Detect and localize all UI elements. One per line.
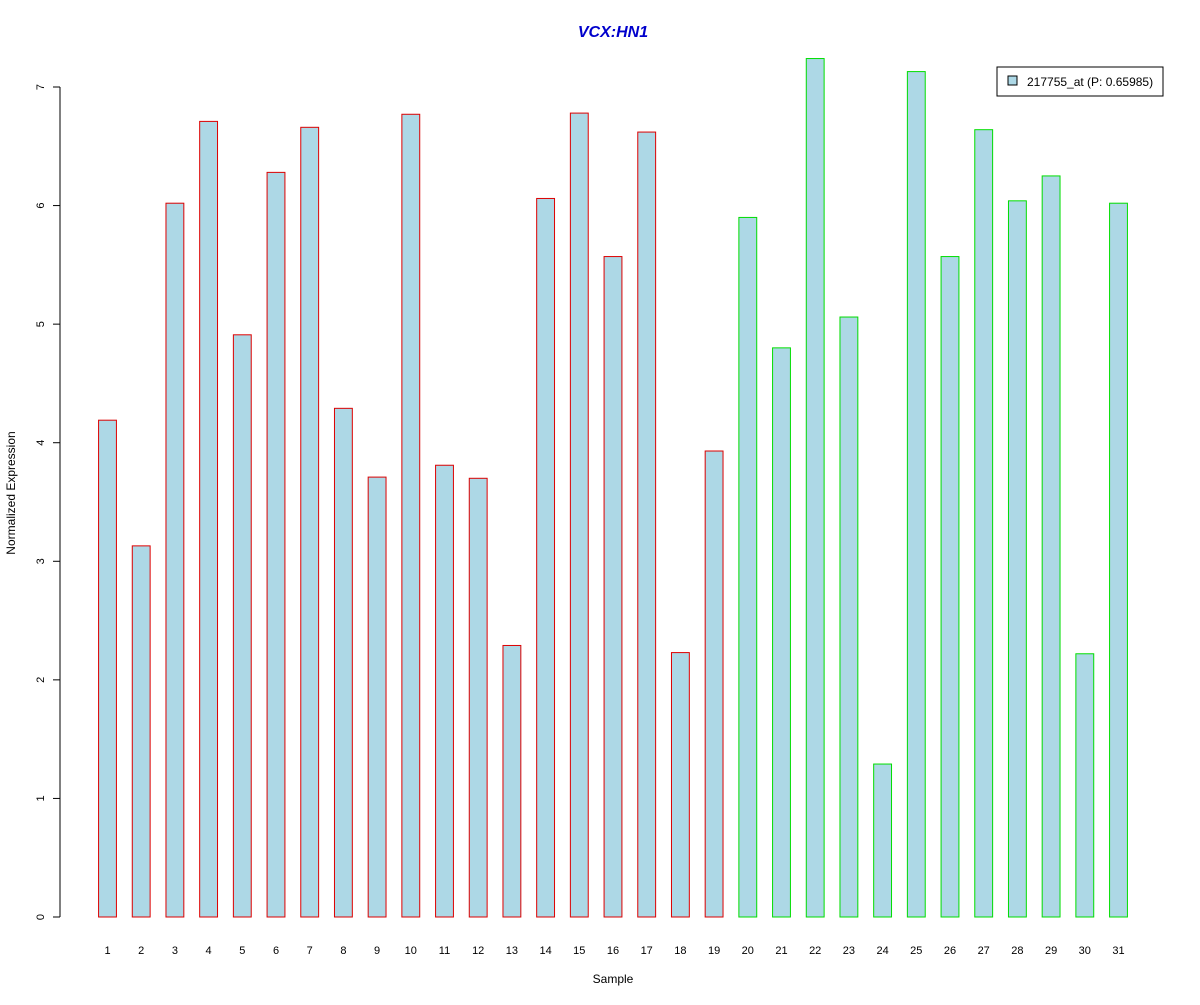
y-tick-label: 2 <box>35 677 47 683</box>
y-tick-label: 5 <box>35 321 47 327</box>
legend-box <box>996 66 1164 97</box>
bar-sample-30 <box>1075 653 1095 918</box>
x-tick-label: 11 <box>439 945 450 957</box>
bar-sample-13 <box>502 644 522 918</box>
bar-sample-1 <box>98 419 117 918</box>
x-tick-label: 8 <box>340 945 346 957</box>
x-tick-label: 13 <box>506 945 518 957</box>
legend-swatch <box>1007 75 1018 86</box>
x-tick-label: 5 <box>239 945 245 957</box>
bar-sample-6 <box>266 171 286 918</box>
bar-sample-15 <box>569 112 589 918</box>
x-tick-label: 9 <box>374 945 380 957</box>
y-tick-label: 0 <box>35 914 47 920</box>
bar-sample-4 <box>199 120 219 918</box>
y-tick-label: 7 <box>35 84 47 90</box>
x-tick-label: 17 <box>641 945 653 957</box>
bar-sample-11 <box>435 464 454 918</box>
bar-sample-18 <box>670 652 690 918</box>
x-tick-label: 3 <box>172 945 178 957</box>
bar-sample-21 <box>772 347 791 918</box>
x-tick-label: 2 <box>138 945 144 957</box>
bar-sample-20 <box>738 216 758 918</box>
x-tick-label: 22 <box>809 945 821 957</box>
bar-sample-12 <box>468 477 488 918</box>
y-tick-label: 3 <box>35 558 47 564</box>
bar-series <box>98 58 1128 918</box>
x-tick-label: 21 <box>775 945 787 957</box>
x-tick-label: 15 <box>573 945 585 957</box>
x-tick-label: 10 <box>405 945 417 957</box>
bar-sample-7 <box>300 126 320 918</box>
x-tick-label: 6 <box>273 945 279 957</box>
legend-label: 217755_at (P: 0.65985) <box>1027 75 1153 89</box>
x-tick-label: 18 <box>674 945 686 957</box>
bar-sample-24 <box>873 763 893 918</box>
y-axis: 0 1 2 3 4 5 6 7 <box>35 84 61 920</box>
x-tick-label: 30 <box>1079 945 1091 957</box>
x-tick-label: 31 <box>1112 945 1124 957</box>
bar-sample-27 <box>974 129 994 918</box>
x-tick-label: 7 <box>307 945 313 957</box>
bar-sample-29 <box>1041 175 1061 918</box>
bar-sample-5 <box>232 334 252 918</box>
x-tick-label: 23 <box>843 945 855 957</box>
bar-sample-17 <box>637 131 657 918</box>
bar-sample-16 <box>603 256 623 918</box>
legend: 217755_at (P: 0.65985) <box>996 66 1164 97</box>
x-tick-label: 27 <box>978 945 990 957</box>
x-tick-label: 25 <box>910 945 922 957</box>
y-tick-label: 4 <box>35 440 47 446</box>
x-tick-label: 24 <box>876 945 888 957</box>
y-axis-label: Normalized Expression <box>4 431 18 554</box>
bar-sample-25 <box>906 71 926 918</box>
bar-sample-10 <box>401 113 421 918</box>
chart-title: VCX:HN1 <box>578 24 648 41</box>
bar-sample-9 <box>367 476 387 918</box>
x-tick-label: 1 <box>104 945 110 957</box>
x-tick-label: 20 <box>742 945 754 957</box>
bar-sample-3 <box>165 202 185 918</box>
x-axis-label: Sample <box>593 972 634 986</box>
y-tick-label: 1 <box>35 795 47 801</box>
bar-sample-19 <box>704 450 724 918</box>
x-tick-label: 29 <box>1045 945 1057 957</box>
bar-sample-14 <box>536 197 556 918</box>
y-tick-label: 6 <box>35 203 47 209</box>
x-tick-labels: 1 2 3 4 5 6 7 8 9 10 11 12 13 14 15 16 17 18 19 20 21 22 23 24 2… <box>104 945 1124 957</box>
bar-sample-28 <box>1007 200 1027 918</box>
bar-sample-2 <box>131 545 151 918</box>
x-tick-label: 28 <box>1011 945 1023 957</box>
bar-sample-8 <box>333 407 353 918</box>
x-tick-label: 26 <box>944 945 956 957</box>
x-tick-label: 19 <box>708 945 720 957</box>
bar-sample-22 <box>805 58 825 918</box>
x-tick-label: 14 <box>539 945 551 957</box>
x-tick-label: 12 <box>472 945 484 957</box>
x-tick-label: 4 <box>206 945 212 957</box>
x-tick-label: 16 <box>607 945 619 957</box>
bar-sample-26 <box>940 256 960 918</box>
bar-sample-23 <box>839 316 859 918</box>
bar-sample-31 <box>1109 202 1128 918</box>
